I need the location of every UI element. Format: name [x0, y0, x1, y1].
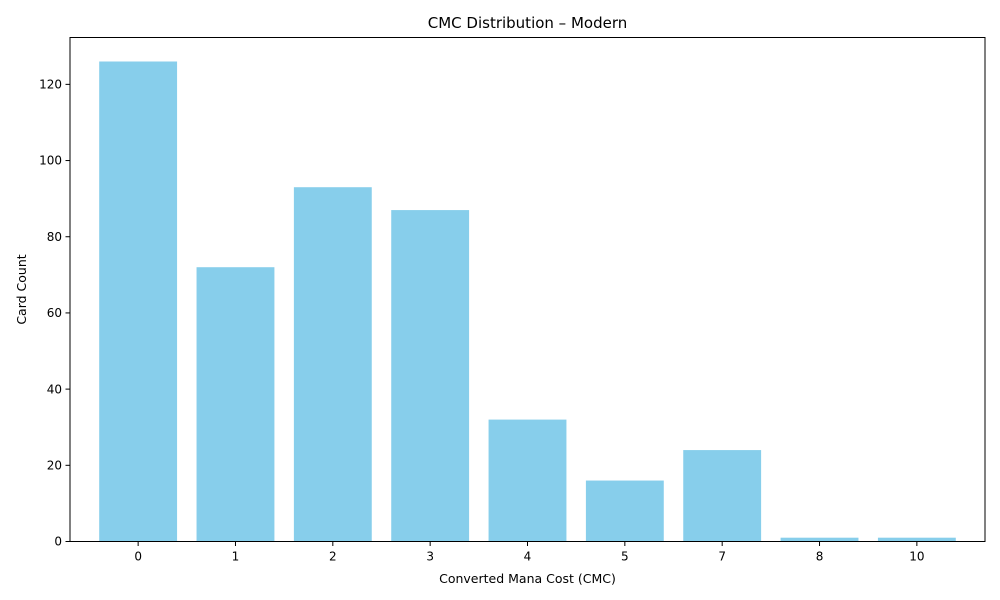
x-tick-label: 5 — [621, 550, 629, 564]
x-tick-label: 1 — [232, 550, 240, 564]
y-axis-ticks: 0 20 40 60 80 100 120 — [39, 78, 70, 549]
bar-cmc-5 — [585, 480, 664, 542]
y-tick-label: 20 — [47, 459, 62, 473]
plot-frame — [69, 37, 986, 542]
y-tick-label: 120 — [39, 78, 62, 92]
bar-cmc-7 — [683, 450, 762, 542]
x-tick-label: 4 — [524, 550, 532, 564]
x-tick-label: 0 — [134, 550, 142, 564]
chart-title: CMC Distribution – Modern — [428, 14, 627, 32]
x-axis-ticks: 0 1 2 3 4 5 7 8 10 — [134, 541, 925, 564]
x-tick-label: 10 — [909, 550, 924, 564]
x-tick-label: 8 — [816, 550, 824, 564]
y-tick-label: 60 — [47, 306, 62, 320]
bar-cmc-8 — [780, 537, 859, 542]
bar-cmc-1 — [196, 267, 275, 542]
y-axis-title: Card Count — [14, 254, 29, 324]
bar-cmc-2 — [293, 187, 372, 542]
x-tick-label: 7 — [718, 550, 726, 564]
x-tick-label: 3 — [426, 550, 434, 564]
y-tick-label: 0 — [54, 535, 62, 549]
bar-cmc-0 — [99, 61, 178, 542]
y-tick-label: 80 — [47, 230, 62, 244]
y-tick-label: 100 — [39, 154, 62, 168]
x-axis-title: Converted Mana Cost (CMC) — [439, 571, 616, 586]
x-tick-label: 2 — [329, 550, 337, 564]
bars-layer — [99, 61, 956, 542]
bar-cmc-3 — [391, 210, 470, 542]
bar-cmc-10 — [877, 537, 956, 542]
y-tick-label: 40 — [47, 382, 62, 396]
bar-cmc-4 — [488, 419, 567, 542]
